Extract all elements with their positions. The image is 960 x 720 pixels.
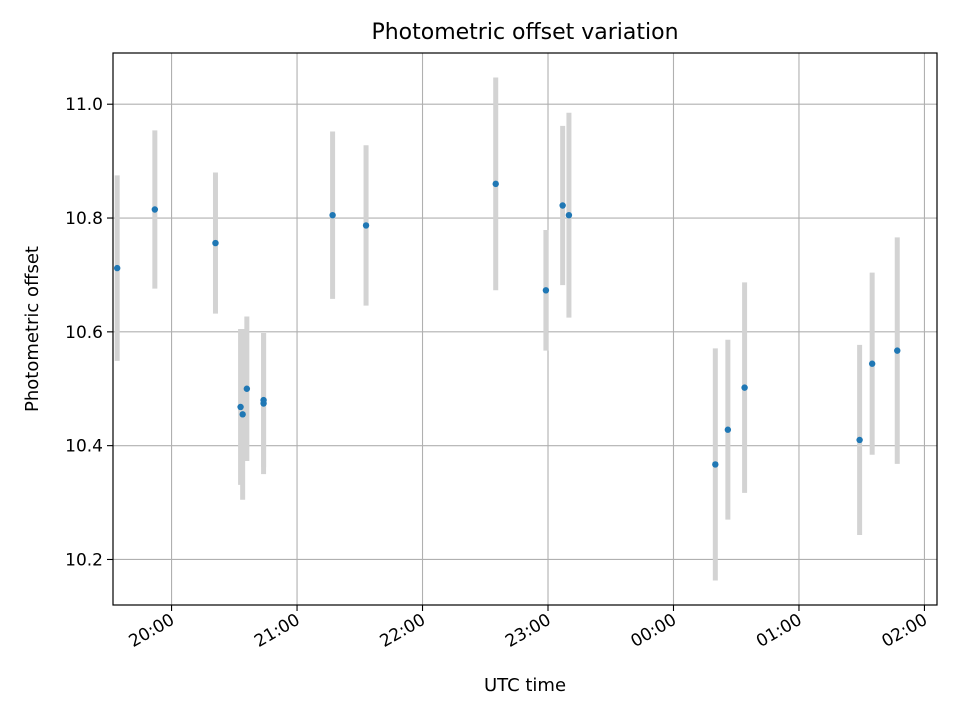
x-tick-label: 20:00	[126, 610, 178, 652]
x-tick-label: 22:00	[377, 610, 429, 652]
x-tick-label: 23:00	[502, 610, 554, 652]
y-tick-label: 10.8	[65, 209, 103, 229]
x-tick-label: 01:00	[753, 610, 805, 652]
chart-title: Photometric offset variation	[371, 20, 678, 45]
data-point	[329, 211, 336, 219]
y-axis-label: Photometric offset	[22, 246, 43, 412]
data-point	[894, 347, 901, 354]
data-point	[724, 426, 732, 433]
data-point	[243, 385, 251, 392]
data-points	[113, 180, 901, 468]
y-tick-label: 10.6	[65, 323, 103, 343]
data-point	[868, 360, 876, 367]
y-axis-ticks: 10.2 10.4 10.6 10.8 11.0	[65, 95, 113, 570]
data-point	[542, 287, 550, 294]
x-tick-label: 00:00	[628, 610, 680, 652]
data-point	[239, 411, 246, 418]
data-point	[492, 180, 499, 188]
data-point	[212, 239, 219, 247]
data-point	[856, 436, 863, 444]
data-point	[260, 400, 267, 407]
x-tick-label: 21:00	[251, 610, 303, 652]
data-point	[362, 222, 370, 229]
y-tick-label: 10.2	[65, 550, 103, 570]
x-axis-label: UTC time	[484, 675, 566, 696]
data-point	[237, 403, 244, 411]
y-tick-label: 11.0	[65, 95, 103, 115]
y-tick-label: 10.4	[65, 437, 103, 457]
data-point	[712, 461, 719, 468]
error-bars	[114, 77, 900, 581]
x-axis-ticks: 20:00 21:00 22:00 23:00 00:00 01:00 02:00	[126, 605, 931, 652]
plot-frame	[112, 52, 938, 606]
data-point	[151, 206, 159, 213]
grid	[113, 53, 937, 605]
x-tick-label: 02:00	[879, 610, 931, 652]
data-point	[741, 384, 748, 391]
data-point	[113, 264, 121, 272]
data-point	[559, 202, 566, 209]
data-point	[565, 211, 573, 219]
